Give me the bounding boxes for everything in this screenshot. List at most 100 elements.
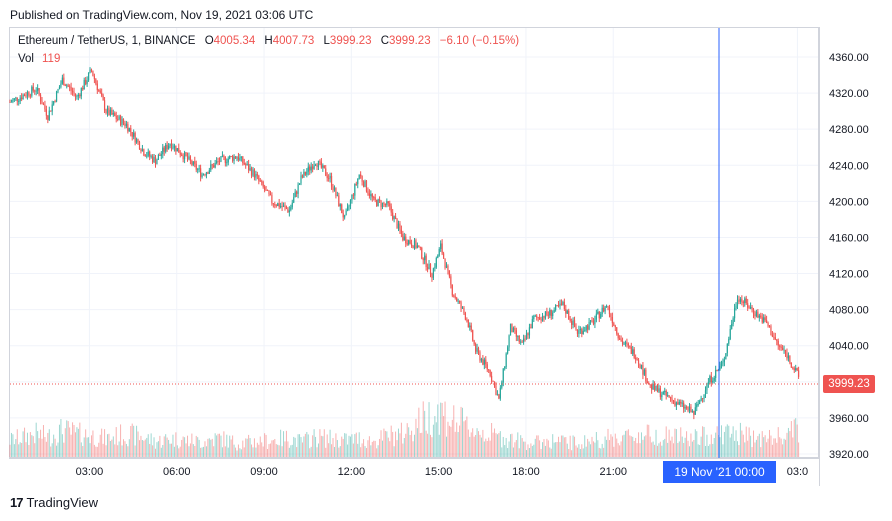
volume-bar xyxy=(620,441,622,457)
candle-body xyxy=(37,88,39,91)
candle-body xyxy=(272,203,274,205)
symbol-label[interactable]: Ethereum / TetherUS, 1, BINANCE xyxy=(18,35,196,47)
volume-bar xyxy=(454,431,456,457)
volume-bar xyxy=(397,428,399,457)
candle-body xyxy=(135,139,138,143)
candle-body xyxy=(720,363,723,367)
candle-body xyxy=(48,110,50,120)
volume-bar xyxy=(656,445,658,457)
candle-body xyxy=(741,298,743,302)
candle-body xyxy=(301,175,304,178)
candle-body xyxy=(645,369,647,382)
volume-bar xyxy=(427,433,429,457)
volume-bar xyxy=(735,430,737,457)
candle-body xyxy=(236,157,238,159)
volume-bar xyxy=(501,447,503,457)
volume-bar xyxy=(578,444,580,457)
candle-body xyxy=(523,338,525,343)
candle-body xyxy=(328,178,330,179)
volume-bar xyxy=(383,428,385,457)
candle-body xyxy=(309,166,311,171)
candle-body xyxy=(706,383,708,391)
volume-bar xyxy=(683,442,685,457)
volume-bar xyxy=(380,430,382,457)
volume-bar xyxy=(122,439,124,457)
candle-body xyxy=(456,297,458,302)
volume-bar xyxy=(105,445,107,457)
candle-body xyxy=(671,398,673,401)
volume-bar xyxy=(672,443,674,457)
volume-bar xyxy=(54,438,56,457)
candle-body xyxy=(773,336,775,338)
candle-body xyxy=(85,79,87,85)
volume-bar xyxy=(707,445,709,457)
candle-body xyxy=(652,383,654,390)
volume-bar xyxy=(632,436,634,457)
candle-body xyxy=(665,390,667,396)
candle-body xyxy=(704,390,707,395)
volume-bar xyxy=(390,425,392,457)
candle-body xyxy=(434,267,436,269)
candle-body xyxy=(747,303,749,308)
candle-body xyxy=(617,333,619,339)
volume-bar xyxy=(153,437,155,457)
volume-bar xyxy=(76,427,78,457)
volume-bar xyxy=(184,437,186,457)
candle-body xyxy=(544,311,547,319)
volume-bar xyxy=(309,448,311,457)
candle-body xyxy=(246,164,248,166)
volume-bar xyxy=(67,421,69,457)
volume-label[interactable]: Vol xyxy=(18,53,34,65)
volume-bar xyxy=(233,444,235,457)
candle-body xyxy=(464,313,467,320)
volume-bar xyxy=(691,441,693,457)
candle-body xyxy=(205,172,208,176)
volume-bar xyxy=(622,435,624,457)
volume-bar xyxy=(265,434,267,457)
volume-bar xyxy=(451,419,453,457)
volume-bar xyxy=(176,445,178,457)
candle-body xyxy=(466,319,468,321)
candle-body xyxy=(508,335,510,348)
volume-bar xyxy=(363,439,365,457)
close-label: C xyxy=(380,35,390,47)
volume-bar xyxy=(696,431,698,457)
volume-bar xyxy=(352,443,354,457)
candle-body xyxy=(627,343,629,346)
candle-body xyxy=(99,90,101,93)
volume-bar xyxy=(496,434,498,457)
candle-body xyxy=(406,243,408,245)
volume-bar xyxy=(299,434,301,457)
candle-body xyxy=(39,94,42,102)
candle-body xyxy=(348,205,350,207)
volume-bar xyxy=(521,438,523,457)
candle-body xyxy=(400,229,402,234)
volume-bar xyxy=(152,445,154,457)
candle-body xyxy=(143,149,145,156)
candle-body xyxy=(667,395,669,396)
candle-body xyxy=(189,156,192,161)
volume-bar xyxy=(208,438,210,457)
volume-bar xyxy=(252,447,254,457)
candle-body xyxy=(287,208,289,213)
candle-body xyxy=(73,92,75,94)
volume-bar xyxy=(386,431,388,457)
candle-body xyxy=(470,325,472,331)
volume-bar xyxy=(40,429,42,457)
high-value: 4007.73 xyxy=(272,35,315,47)
candle-body xyxy=(501,382,503,388)
volume-bar xyxy=(9,444,11,457)
candle-body xyxy=(728,339,730,344)
candle-body xyxy=(726,343,728,354)
volume-bar xyxy=(256,442,258,457)
volume-bar xyxy=(729,437,731,457)
volume-bar xyxy=(473,436,475,457)
candle-body xyxy=(575,326,577,330)
candle-body xyxy=(239,157,241,161)
candle-body xyxy=(329,176,331,179)
volume-bar xyxy=(731,433,733,457)
time-tick-label: 12:00 xyxy=(338,466,366,478)
volume-bar xyxy=(102,443,104,457)
candle-body xyxy=(38,88,40,95)
